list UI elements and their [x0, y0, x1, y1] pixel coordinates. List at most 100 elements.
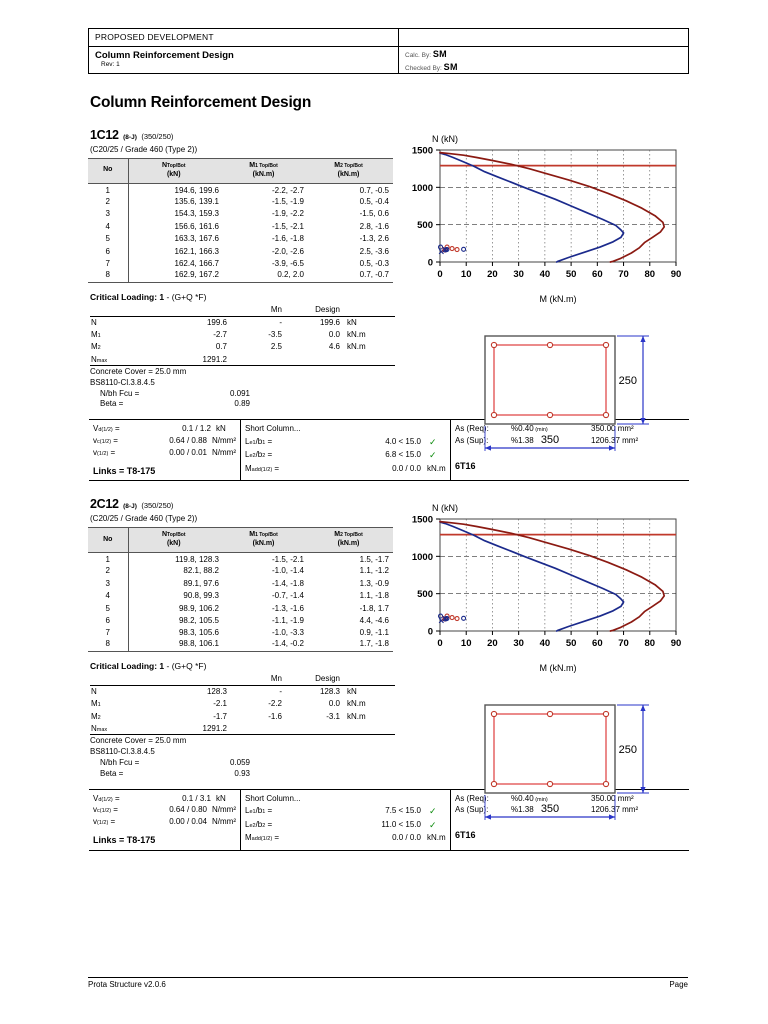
col-header-design: Design	[315, 674, 340, 684]
row-n: 162.1, 166.3	[174, 246, 219, 256]
table-row: 7 162.4, 166.7 -3.9, -6.5 0.5, -0.3	[88, 257, 393, 270]
svg-text:50: 50	[566, 269, 577, 280]
document-footer: Prota Structure v2.0.6 Page	[88, 977, 688, 989]
slenderness-1-row: Le1/b1 = 7.5 < 15.0 ✓	[245, 805, 446, 818]
row-n: 119.8, 128.3	[175, 555, 219, 565]
section-tag: (8-J)	[123, 134, 137, 141]
svg-text:30: 30	[513, 269, 524, 280]
calc-by-label: Calc. By:	[405, 52, 432, 59]
critical-loading-table: Mn Design N 199.6 - 199.6 kN M1 -2.7 -3.…	[90, 304, 395, 366]
critical-row-label: M2	[91, 342, 101, 352]
table-row: 8 98.8, 106.1 -1.4, -0.2 1.7, -1.8	[88, 639, 393, 652]
row-m2: 1.1, -1.8	[359, 591, 389, 601]
svg-text:350: 350	[541, 434, 559, 446]
header-calc-by: Calc. By: SM	[399, 47, 688, 60]
row-m1: -1.6, -1.8	[271, 234, 304, 244]
col-header-m1: M1 Top/Bot (kN.m)	[223, 527, 308, 553]
row-m2: 2.5, -3.6	[359, 246, 389, 256]
check-icon: ✓	[429, 819, 437, 830]
vc-row: vc(1/2) = 0.64 / 0.80 N/mm²	[93, 805, 236, 815]
svg-text:500: 500	[417, 220, 433, 231]
as-req-row: As (Req): %0.40 (min) 350.00 mm²	[455, 424, 634, 434]
document-page: PROPOSED DEVELOPMENT Column Reinforcemen…	[88, 28, 689, 851]
row-m2: 0.5, -0.3	[359, 259, 389, 269]
col-header-n: NTop/Bot (kN)	[128, 158, 223, 184]
critical-row-mn: -	[279, 687, 282, 697]
critical-row-unit: kN.m	[347, 711, 366, 721]
svg-text:0: 0	[437, 638, 442, 649]
row-no: 2	[88, 195, 129, 208]
col-header-m1: M1 Top/Bot (kN.m)	[223, 158, 308, 184]
table-row: 2 82.1, 88.2 -1.0, -1.4 1.1, -1.2	[88, 564, 393, 578]
critical-row-value: 1291.2	[202, 354, 227, 364]
row-m2: 1.1, -1.2	[359, 566, 389, 576]
row-n: 89.1, 97.6	[183, 578, 219, 588]
critical-row-unit: kN.m	[347, 330, 366, 340]
section-tag: (8-J)	[123, 503, 137, 511]
svg-text:90: 90	[671, 269, 682, 280]
critical-row-mn: -3.5	[268, 330, 282, 340]
calc-by-value: SM	[432, 49, 447, 59]
col-header-n: NTop/Bot (kN)	[128, 527, 223, 553]
svg-text:10: 10	[461, 269, 472, 280]
column-section: 1C12 (8-J) (350/250) (C20/25 / Grade 460…	[88, 126, 689, 482]
row-no: 6	[88, 244, 129, 258]
svg-text:1000: 1000	[412, 552, 433, 563]
row-n: 98.8, 106.1	[178, 639, 219, 649]
row-no: 8	[88, 269, 129, 283]
critical-row-design: -3.1	[326, 711, 340, 721]
critical-row-value: -1.7	[213, 711, 227, 721]
table-row: 1 119.8, 128.3 -1.5, -2.1 1.5, -1.7	[88, 552, 393, 565]
svg-text:30: 30	[513, 638, 524, 649]
critical-row-value: -2.1	[213, 699, 227, 709]
critical-row-unit: kN	[347, 687, 357, 697]
nbhfcu-row: N/bh Fcu = 0.091	[100, 388, 250, 398]
section-id: 2C12	[90, 497, 119, 512]
critical-row-mn: 2.5	[270, 342, 282, 352]
col-header-no: No	[88, 158, 129, 184]
svg-text:N (kN): N (kN)	[432, 134, 458, 144]
section-heading: 2C12 (8-J) (350/250) (C20/25 / Grade 460…	[90, 495, 688, 523]
row-m2: -1.8, 1.7	[359, 603, 389, 613]
slenderness-cell: Short Column... Le1/b1 = 7.5 < 15.0 ✓ Le2/…	[241, 789, 451, 850]
row-m2: 0.9, -1.1	[359, 628, 389, 638]
svg-text:250: 250	[619, 375, 637, 387]
column-section: 2C12 (8-J) (350/250) (C20/25 / Grade 460…	[88, 495, 689, 851]
table-row: 6 98.2, 105.5 -1.1, -1.9 4.4, -4.6	[88, 614, 393, 627]
check-icon: ✓	[429, 450, 437, 461]
interaction-diagram-svg: 0 10 20 30 40 50 60 70 80 90 0 500 1000 1500 N (kN) M (…	[412, 503, 681, 673]
critical-row-design	[285, 722, 343, 734]
svg-text:M (kN.m): M (kN.m)	[540, 294, 577, 304]
critical-row-design: 0.0	[328, 330, 340, 340]
column-cross-section-svg: 250 350	[484, 704, 649, 824]
critical-row-unit	[343, 722, 395, 734]
row-m1: 0.2, 2.0	[277, 270, 304, 280]
table-row: 3 154.3, 159.3 -1.9, -2.2 -1.5, 0.6	[88, 207, 393, 221]
load-table: No NTop/Bot (kN) M1 Top/Bot (kN.m) M2 Top/…	[88, 158, 393, 283]
madd-row: Madd(1/2) = 0.0 / 0.0 kN.m	[245, 463, 446, 473]
row-m2: -1.3, 2.6	[359, 234, 389, 244]
critical-row-mn	[230, 353, 285, 365]
beta-row: Beta = 0.93	[100, 768, 250, 778]
row-m1: -1.1, -1.9	[271, 615, 304, 625]
row-n: 156.6, 161.6	[174, 221, 219, 231]
row-no: 5	[88, 232, 129, 245]
footer-app-name: Prota Structure v2.0.6	[88, 980, 166, 989]
concrete-cover: Concrete Cover = 25.0 mm	[90, 736, 187, 746]
row-m2: 1.7, -1.8	[359, 639, 389, 649]
nbhfcu-row: N/bh Fcu = 0.059	[100, 757, 250, 767]
vc-row: vc(1/2) = 0.64 / 0.88 N/mm²	[93, 436, 236, 446]
cross-section-drawing: 250 350	[450, 321, 680, 454]
critical-row-unit	[343, 353, 395, 365]
row-m1: -1.0, -3.3	[271, 628, 304, 638]
critical-loading-block: Critical Loading: 1 - (G+Q *F) Mn Design…	[90, 661, 395, 780]
critical-row: Nmax 1291.2	[90, 353, 395, 365]
critical-row: Nmax 1291.2	[90, 722, 395, 734]
critical-row-unit: kN.m	[347, 699, 366, 709]
svg-text:0: 0	[437, 269, 442, 280]
interaction-diagram: 0 10 20 30 40 50 60 70 80 90 0 500 1000 1500 N (kN) M (…	[398, 126, 688, 306]
critical-row-value: 199.6	[206, 317, 227, 327]
svg-text:20: 20	[487, 638, 498, 649]
row-no: 8	[88, 639, 129, 652]
row-no: 5	[88, 601, 129, 615]
